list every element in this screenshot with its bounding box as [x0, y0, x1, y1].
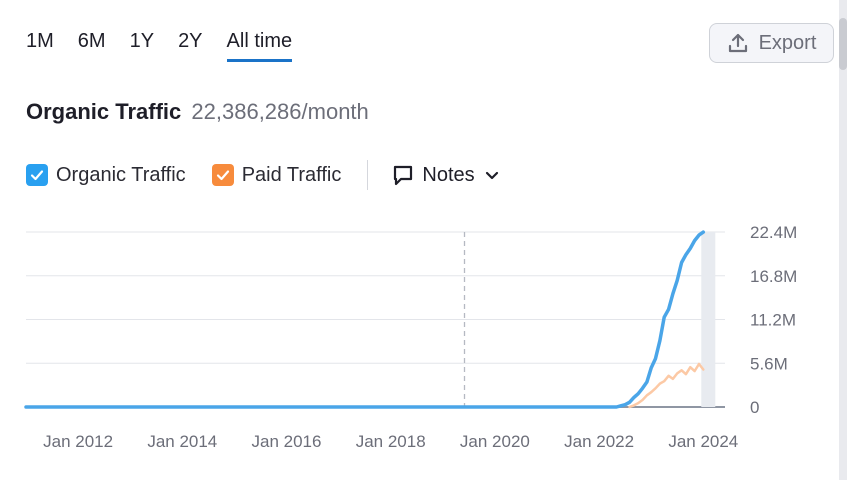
metric-value: 22,386,286/month — [191, 99, 369, 124]
x-tick-label: Jan 2014 — [147, 432, 217, 451]
series-organic-traffic — [24, 230, 706, 409]
organic-checkbox[interactable] — [26, 164, 48, 186]
checkmark-icon — [30, 170, 44, 181]
x-tick-label: Jan 2018 — [356, 432, 426, 451]
tab-1y[interactable]: 1Y — [129, 30, 155, 52]
x-tick-label: Jan 2020 — [460, 432, 530, 451]
y-tick-label: 0 — [750, 398, 759, 417]
x-tick-label: Jan 2022 — [564, 432, 634, 451]
note-icon — [394, 165, 413, 186]
legend-paid-traffic[interactable]: Paid Traffic — [211, 163, 342, 187]
tab-1m[interactable]: 1M — [26, 30, 54, 52]
current-period-band — [701, 232, 716, 407]
legend-organic-label: Organic Traffic — [56, 163, 186, 186]
legend: Organic Traffic Paid Traffic Notes — [26, 160, 509, 190]
x-tick-label: Jan 2024 — [668, 432, 738, 451]
x-tick-label: Jan 2016 — [252, 432, 322, 451]
period-tabs: 1M 6M 1Y 2Y All time — [26, 30, 316, 62]
chart-grid — [26, 231, 725, 408]
export-label: Export — [758, 31, 817, 54]
chart-series — [24, 230, 706, 409]
y-tick-label: 22.4M — [750, 223, 797, 242]
legend-organic-traffic[interactable]: Organic Traffic — [26, 164, 186, 187]
page-title: Organic Traffic 22,386,286/month — [26, 99, 369, 125]
export-button[interactable]: Export — [709, 23, 834, 63]
notes-dropdown[interactable]: Notes — [392, 164, 508, 187]
y-axis: 0 5.6M 11.2M 16.8M 22.4M — [750, 223, 797, 417]
x-axis: Jan 2012 Jan 2014 Jan 2016 Jan 2018 Jan 2020… — [43, 432, 738, 451]
legend-divider — [367, 160, 369, 190]
tab-6m[interactable]: 6M — [77, 30, 106, 52]
checkmark-icon — [216, 170, 229, 181]
legend-paid-label: Paid Traffic — [241, 163, 342, 186]
upload-icon — [728, 33, 747, 53]
tab-2y[interactable]: 2Y — [178, 30, 203, 52]
tab-all-time[interactable]: All time — [226, 30, 293, 62]
scrollbar-track[interactable] — [839, 0, 847, 480]
chevron-down-icon — [485, 171, 498, 180]
y-tick-label: 16.8M — [750, 267, 797, 286]
notes-label: Notes — [422, 163, 475, 186]
metric-name: Organic Traffic — [26, 99, 182, 124]
y-tick-label: 11.2M — [750, 311, 796, 330]
paid-checkbox[interactable] — [211, 164, 234, 186]
y-tick-label: 5.6M — [750, 354, 788, 373]
x-tick-label: Jan 2012 — [43, 432, 113, 451]
scrollbar-thumb[interactable] — [839, 18, 847, 70]
series-paid-traffic — [628, 362, 705, 409]
